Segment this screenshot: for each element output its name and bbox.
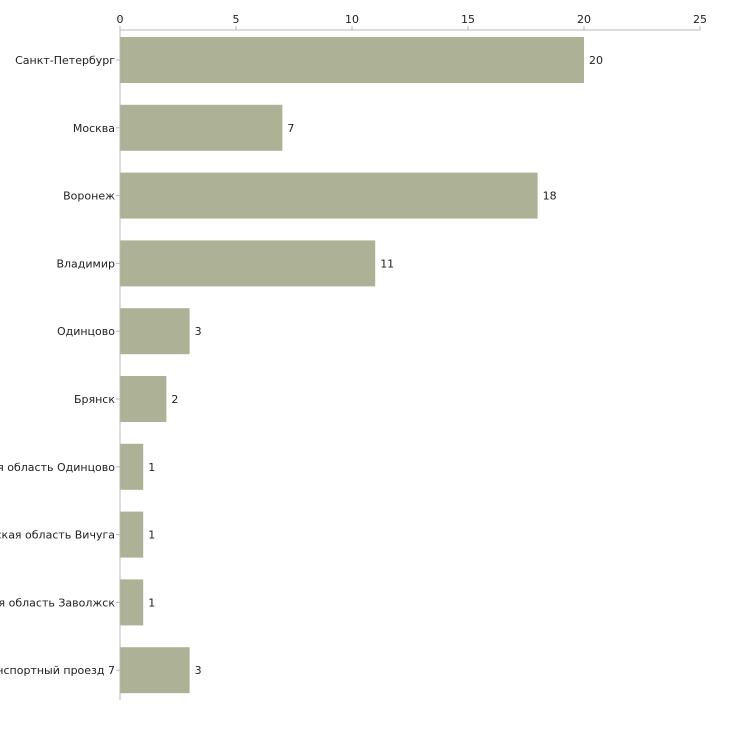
category-label: Брянск [74, 393, 115, 406]
category-label: анспортный проезд 7 [0, 664, 115, 677]
category-label: ая область Одинцово [0, 461, 115, 474]
bar [120, 443, 144, 490]
bar [120, 308, 190, 355]
category-label: Санкт-Петербург [15, 54, 115, 67]
x-tick-label: 20 [577, 13, 591, 26]
bar [120, 511, 144, 558]
bar [120, 376, 167, 422]
category-label: ая область Заволжск [0, 596, 115, 609]
x-axis: 0 5 10 15 20 25 [117, 13, 707, 31]
y-ticks: Санкт-Петербург Москва Воронеж Владимир Один… [0, 54, 120, 677]
bar [120, 104, 283, 151]
bar-value-label: 1 [148, 596, 155, 609]
bar [120, 647, 190, 694]
category-label: Москва [73, 122, 115, 135]
bar-value-label: 20 [589, 54, 603, 67]
x-tick-label: 10 [345, 13, 359, 26]
bar-value-label: 7 [287, 122, 294, 135]
y-axis: Санкт-Петербург Москва Воронеж Владимир Один… [0, 30, 121, 700]
bar-value-label: 3 [195, 325, 202, 338]
bar [120, 172, 538, 219]
category-label: вская область Вичуга [0, 529, 115, 542]
x-tick-label: 25 [693, 13, 707, 26]
bar [120, 240, 376, 287]
bar-value-label: 1 [148, 529, 155, 542]
bar-value-label: 1 [148, 461, 155, 474]
x-tick-label: 15 [461, 13, 475, 26]
bar-value-label: 3 [195, 664, 202, 677]
x-ticks: 0 5 10 15 20 25 [117, 13, 707, 30]
category-label: Владимир [56, 257, 115, 270]
bar [120, 579, 144, 626]
x-tick-label: 5 [233, 13, 240, 26]
category-label: Воронеж [63, 190, 115, 203]
bar-value-label: 18 [543, 190, 557, 203]
bar-value-label: 11 [380, 257, 394, 270]
bar [120, 37, 584, 83]
x-tick-label: 0 [117, 13, 124, 26]
bar-value-label: 2 [171, 393, 178, 406]
category-label: Одинцово [57, 325, 115, 338]
